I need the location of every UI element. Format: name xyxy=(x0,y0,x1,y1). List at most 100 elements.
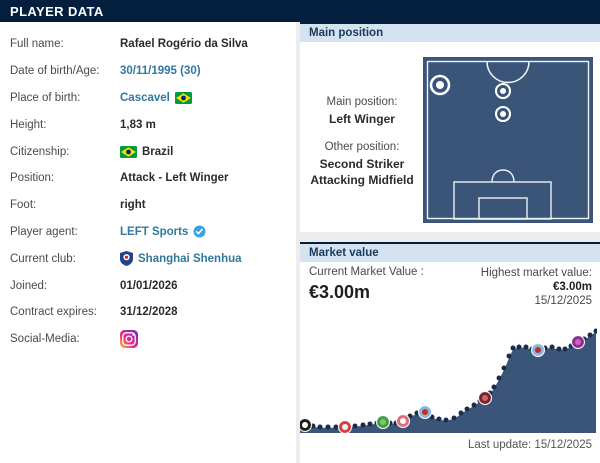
market-value-point[interactable] xyxy=(333,424,339,430)
goal-box xyxy=(478,197,528,220)
field-value-link[interactable]: LEFT Sports xyxy=(120,225,189,238)
field-value: right xyxy=(120,199,146,211)
player-data-row: Current club: Shanghai Shenhua xyxy=(0,245,296,272)
main-position-value: Left Winger xyxy=(329,112,395,126)
club-logo-4-icon[interactable] xyxy=(395,413,411,429)
field-label: Place of birth: xyxy=(10,91,81,104)
market-value-point[interactable] xyxy=(549,344,555,350)
highest-market-value-label: Highest market value: xyxy=(480,267,592,279)
brazil-flag-icon xyxy=(174,91,192,104)
club-logo-1-icon[interactable] xyxy=(300,417,313,433)
field-value-link[interactable]: Cascavel xyxy=(120,91,170,104)
other-position-label: Other position: xyxy=(324,141,400,153)
field-value: 30/11/1995 (30) xyxy=(120,65,201,77)
field-value: Shanghai Shenhua xyxy=(120,251,242,267)
field-value-link[interactable]: Shanghai Shenhua xyxy=(138,252,242,265)
instagram-icon[interactable] xyxy=(120,330,138,349)
brazil-flag-icon xyxy=(120,145,137,158)
last-update-text: Last update: 15/12/2025 xyxy=(467,439,592,451)
market-value-point[interactable] xyxy=(516,344,522,350)
page-title: PLAYER DATA xyxy=(10,4,104,19)
club-logo-6-icon[interactable] xyxy=(477,390,493,406)
market-value-title: Market value xyxy=(309,247,379,259)
market-value-point[interactable] xyxy=(464,406,470,412)
field-value: LEFT Sports xyxy=(120,225,206,238)
market-value-point[interactable] xyxy=(471,402,477,408)
market-value-point[interactable] xyxy=(491,384,497,390)
field-label: Height: xyxy=(10,118,47,131)
other-position-marker xyxy=(494,82,512,100)
market-value-point[interactable] xyxy=(506,353,512,359)
position-text-block: Main position: Left Winger Other positio… xyxy=(300,82,424,188)
player-data-row: Full name: Rafael Rogério da Silva xyxy=(0,31,296,58)
market-value-point[interactable] xyxy=(593,328,598,334)
market-value-line xyxy=(300,330,597,428)
player-data-row: Foot: right xyxy=(0,192,296,219)
field-value-text: 1,83 m xyxy=(120,118,156,131)
market-value-point[interactable] xyxy=(352,423,358,429)
market-value-point[interactable] xyxy=(523,344,529,350)
field-value-text: right xyxy=(120,199,146,212)
market-value-point[interactable] xyxy=(451,415,457,421)
market-value-area xyxy=(300,331,596,433)
market-value-point[interactable] xyxy=(510,345,516,351)
club-logo-2-icon[interactable] xyxy=(337,419,353,435)
market-value-point[interactable] xyxy=(562,346,568,352)
other-position-values: Second Striker Attacking Midfield xyxy=(300,156,424,188)
market-value-point[interactable] xyxy=(587,332,593,338)
field-value: 01/01/2026 xyxy=(120,280,178,292)
field-value-text: Rafael Rogério da Silva xyxy=(120,38,248,51)
field-value xyxy=(120,330,138,349)
field-value: Rafael Rogério da Silva xyxy=(120,38,248,50)
player-data-row: Position: Attack - Left Winger xyxy=(0,165,296,192)
player-data-row: Contract expires: 31/12/2028 xyxy=(0,299,296,326)
main-position-header: Main position xyxy=(300,22,600,42)
field-label: Social-Media: xyxy=(10,333,80,346)
field-label: Position: xyxy=(10,172,55,185)
other-position-value: Attacking Midfield xyxy=(310,173,414,187)
field-value-text: 01/01/2026 xyxy=(120,279,178,292)
other-position-marker xyxy=(494,105,512,123)
club-logo-7-icon[interactable] xyxy=(530,342,546,358)
club-logo-3-icon[interactable] xyxy=(375,414,391,430)
main-position-panel: Main position Main position: Left Winger… xyxy=(300,22,600,232)
current-market-value-block: Current Market Value : €3.00m xyxy=(309,266,424,308)
market-value-point[interactable] xyxy=(360,422,366,428)
player-data-row: Joined: 01/01/2026 xyxy=(0,272,296,299)
current-market-value-label: Current Market Value : xyxy=(309,266,424,278)
player-info-panel: Full name: Rafael Rogério da Silva Date of… xyxy=(0,22,296,463)
market-value-header: Market value xyxy=(300,242,600,262)
market-value-point[interactable] xyxy=(367,421,373,427)
field-value-link[interactable]: 30/11/1995 (30) xyxy=(120,65,201,78)
field-value-text: Brazil xyxy=(142,145,174,158)
market-value-point[interactable] xyxy=(501,365,507,371)
market-value-point[interactable] xyxy=(458,410,464,416)
field-value-text: Attack - Left Winger xyxy=(120,172,229,185)
right-column: Main position Main position: Left Winger… xyxy=(296,22,600,463)
field-label: Foot: xyxy=(10,199,37,212)
player-data-row: Date of birth/Age: 30/11/1995 (30) xyxy=(0,58,296,85)
field-value: 31/12/2028 xyxy=(120,306,178,318)
field-value-text: 31/12/2028 xyxy=(120,306,178,319)
market-value-point[interactable] xyxy=(443,417,449,423)
market-value-point[interactable] xyxy=(556,346,562,352)
field-label: Date of birth/Age: xyxy=(10,65,100,78)
player-data-row: Social-Media: xyxy=(0,326,296,353)
market-value-point[interactable] xyxy=(325,424,331,430)
market-value-point[interactable] xyxy=(436,416,442,422)
club-logo-8-icon[interactable] xyxy=(570,334,586,350)
player-data-row: Player agent: LEFT Sports xyxy=(0,219,296,246)
pitch-diagram xyxy=(423,57,593,223)
club-logo-5-icon[interactable] xyxy=(417,404,433,420)
page-title-bar: PLAYER DATA xyxy=(0,0,600,22)
field-label: Citizenship: xyxy=(10,145,70,158)
market-value-point[interactable] xyxy=(317,424,323,430)
highest-market-value: €3.00m xyxy=(552,281,592,293)
field-value: Attack - Left Winger xyxy=(120,172,229,184)
field-value: 1,83 m xyxy=(120,119,156,131)
market-value-point[interactable] xyxy=(496,375,502,381)
field-label: Contract expires: xyxy=(10,306,97,319)
highest-market-value-block: Highest market value: €3.00m 15/12/2025 xyxy=(481,266,592,308)
field-label: Full name: xyxy=(10,38,64,51)
